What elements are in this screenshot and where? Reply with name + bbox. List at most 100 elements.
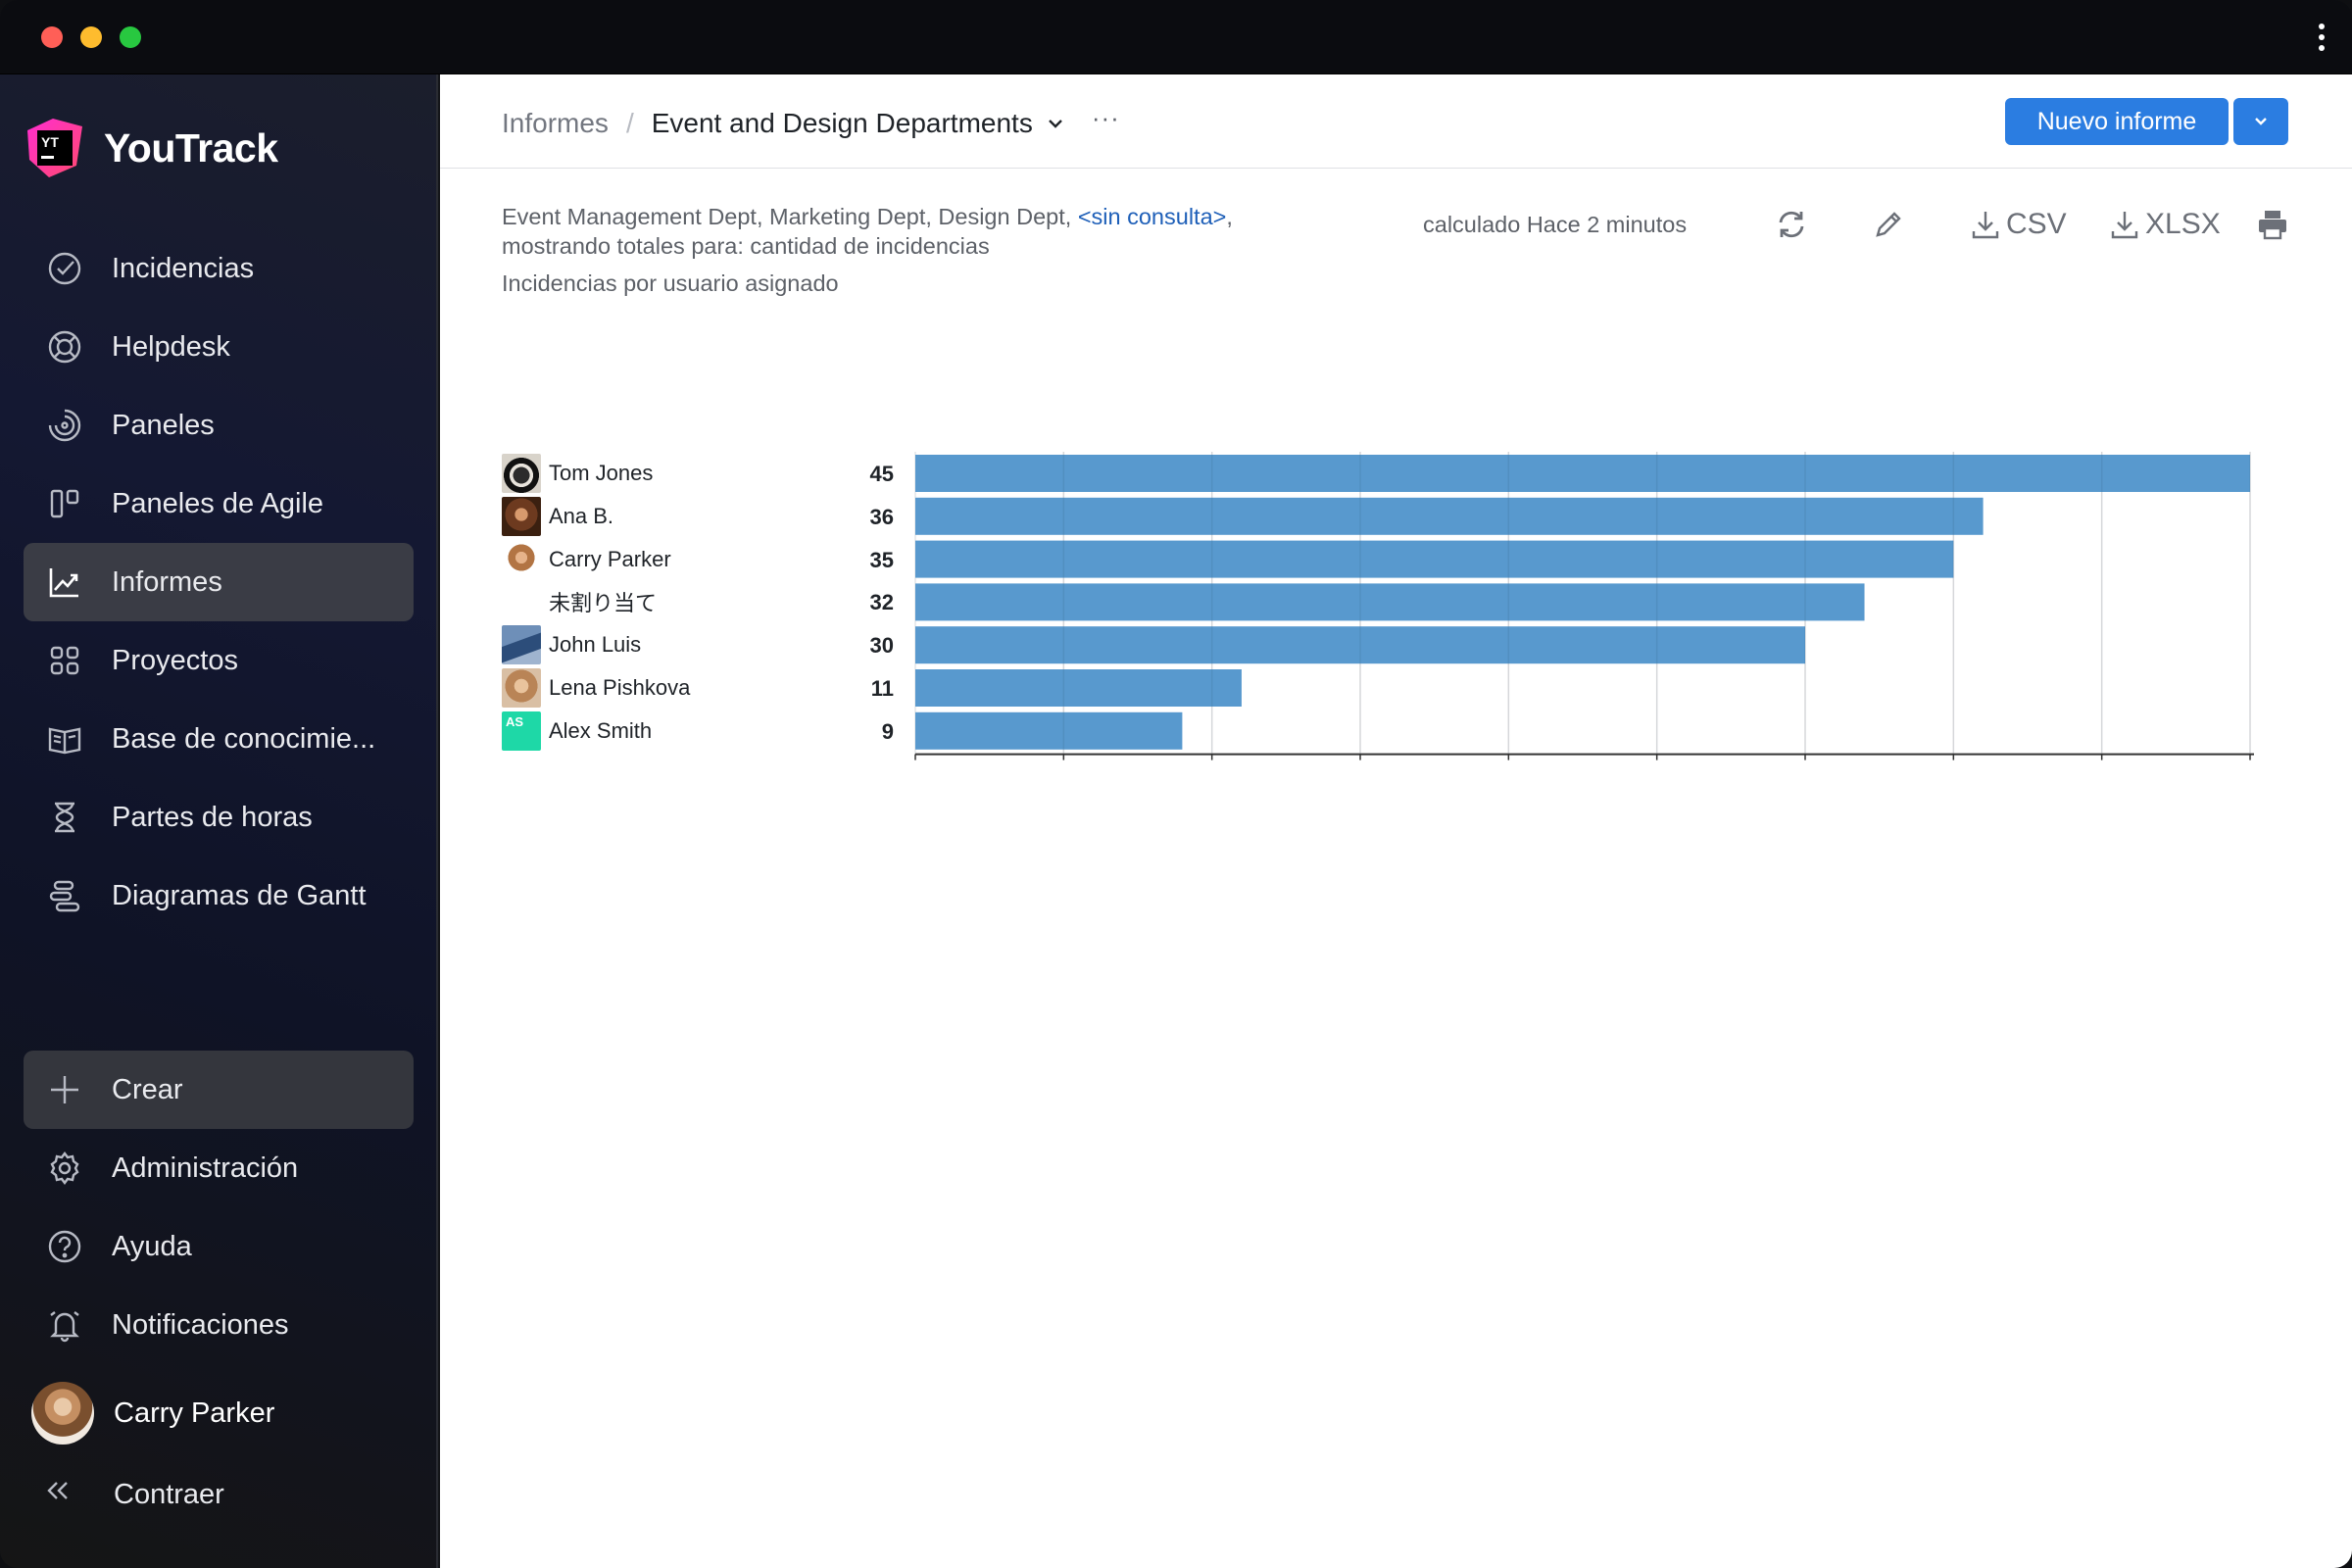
assignee-name: Tom Jones bbox=[549, 461, 654, 485]
bell-icon bbox=[43, 1303, 86, 1347]
plus-icon bbox=[43, 1068, 86, 1111]
nav-item-label: Partes de horas bbox=[112, 801, 313, 833]
pencil-icon bbox=[1876, 212, 1901, 237]
bar-value-label: 36 bbox=[869, 504, 894, 529]
assignee-name: Ana B. bbox=[549, 503, 614, 528]
edit-button[interactable] bbox=[1872, 208, 1905, 241]
logo-badge: YT bbox=[41, 134, 59, 150]
chart-bar[interactable] bbox=[915, 626, 1805, 664]
assignee-label[interactable]: Lena Pishkova bbox=[502, 668, 690, 708]
printer-icon bbox=[2259, 211, 2286, 240]
chart-bar[interactable] bbox=[915, 455, 2250, 492]
maximize-window-button[interactable] bbox=[120, 26, 141, 48]
minimize-window-button[interactable] bbox=[80, 26, 102, 48]
assignee-label[interactable]: 未割り当て bbox=[502, 582, 657, 621]
new-report-dropdown[interactable] bbox=[2233, 98, 2288, 145]
export-csv-button[interactable]: CSV bbox=[1969, 208, 2067, 241]
chart-bar[interactable] bbox=[915, 540, 1954, 578]
assignee-label[interactable]: Carry Parker bbox=[502, 539, 671, 579]
nav-item-partes-horas[interactable]: Partes de horas bbox=[24, 778, 414, 857]
nav-item-label: Informes bbox=[112, 565, 222, 598]
check-circle-icon bbox=[43, 247, 86, 290]
nav-item-label: Ayuda bbox=[112, 1230, 192, 1262]
nav-item-helpdesk[interactable]: Helpdesk bbox=[24, 308, 414, 386]
page-title[interactable]: Event and Design Departments bbox=[651, 108, 1033, 138]
assignee-label[interactable]: Ana B. bbox=[502, 496, 614, 536]
gantt-icon bbox=[43, 874, 86, 917]
nav-item-notificaciones[interactable]: Notificaciones bbox=[24, 1286, 414, 1364]
logo-text: YouTrack bbox=[104, 124, 278, 171]
main-content: Informes / Event and Design Departments … bbox=[440, 74, 2352, 1568]
report-scope: Event Management Dept, Marketing Dept, D… bbox=[502, 204, 1078, 229]
gear-icon bbox=[43, 1147, 86, 1190]
assignee-name: John Luis bbox=[549, 632, 642, 658]
assignee-name: 未割り当て bbox=[549, 591, 658, 616]
help-icon bbox=[43, 1225, 86, 1268]
chevron-down-icon[interactable] bbox=[1045, 113, 1066, 134]
book-icon bbox=[43, 717, 86, 760]
youtrack-logo-icon: YT bbox=[24, 117, 86, 179]
refresh-button[interactable] bbox=[1775, 208, 1808, 241]
avatar bbox=[502, 454, 541, 493]
collapse-sidebar-button[interactable]: Contraer bbox=[43, 1476, 224, 1513]
report-totals: mostrando totales para: cantidad de inci… bbox=[502, 233, 990, 259]
csv-label: CSV bbox=[2006, 208, 2067, 240]
breadcrumb-root[interactable]: Informes bbox=[502, 108, 609, 138]
bar-value-label: 30 bbox=[869, 633, 894, 659]
nav-item-incidencias[interactable]: Incidencias bbox=[24, 229, 414, 308]
bar-value-label: 11 bbox=[870, 676, 894, 701]
grid-icon bbox=[43, 639, 86, 682]
assignee-name: Lena Pishkova bbox=[549, 675, 691, 700]
new-report-button[interactable]: Nuevo informe bbox=[2005, 98, 2229, 145]
chart-bar[interactable] bbox=[915, 583, 1865, 621]
refresh-icon bbox=[1779, 211, 1804, 238]
window-menu-icon[interactable] bbox=[2319, 24, 2327, 51]
more-options-button[interactable]: ··· bbox=[1091, 102, 1120, 132]
bar-chart: 051015202530354045 Tom Jones 45 Ana B. 36 Ca… bbox=[440, 74, 2352, 760]
nav-item-paneles-agile[interactable]: Paneles de Agile bbox=[24, 465, 414, 543]
nav-item-informes[interactable]: Informes bbox=[24, 543, 414, 621]
nav-item-gantt[interactable]: Diagramas de Gantt bbox=[24, 857, 414, 935]
main-nav: Incidencias Helpdesk Paneles Paneles de … bbox=[24, 229, 414, 935]
bar-value-label: 32 bbox=[869, 590, 894, 615]
user-profile[interactable]: Carry Parker bbox=[31, 1382, 274, 1445]
assignee-label[interactable]: AS Alex Smith bbox=[502, 710, 652, 751]
nav-item-base-conocimiento[interactable]: Base de conocimie... bbox=[24, 700, 414, 778]
assignee-label[interactable]: John Luis bbox=[502, 625, 642, 665]
assignee-label[interactable]: Tom Jones bbox=[502, 454, 653, 493]
nav-item-label: Diagramas de Gantt bbox=[112, 879, 367, 911]
nav-item-ayuda[interactable]: Ayuda bbox=[24, 1207, 414, 1286]
chevron-down-icon bbox=[2255, 118, 2267, 125]
calculated-status: calculado Hace 2 minutos bbox=[1423, 212, 1688, 237]
print-button[interactable] bbox=[2256, 208, 2289, 241]
export-xlsx-button[interactable]: XLSX bbox=[2108, 208, 2221, 241]
nav-item-proyectos[interactable]: Proyectos bbox=[24, 621, 414, 700]
nav-item-label: Base de conocimie... bbox=[112, 722, 376, 755]
nav-item-label: Paneles bbox=[112, 409, 215, 441]
download-icon bbox=[1972, 212, 1999, 239]
avatar bbox=[502, 582, 541, 621]
bottom-nav: Crear Administración Ayuda Notificacione… bbox=[24, 1051, 414, 1364]
chart-bar[interactable] bbox=[915, 711, 1183, 750]
avatar bbox=[502, 496, 541, 536]
chart-bar[interactable] bbox=[915, 669, 1242, 707]
page-header: Informes / Event and Design Departments … bbox=[440, 74, 2352, 169]
user-name: Carry Parker bbox=[114, 1396, 275, 1429]
query-link[interactable]: <sin consulta> bbox=[1077, 204, 1227, 229]
agile-board-icon bbox=[43, 482, 86, 525]
double-chevron-left-icon bbox=[43, 1476, 82, 1513]
close-window-button[interactable] bbox=[41, 26, 63, 48]
logo[interactable]: YT YouTrack bbox=[24, 114, 278, 182]
bar-value-label: 35 bbox=[869, 547, 894, 572]
nav-item-administracion[interactable]: Administración bbox=[24, 1129, 414, 1207]
nav-item-label: Helpdesk bbox=[112, 330, 230, 363]
create-button[interactable]: Crear bbox=[24, 1051, 414, 1129]
nav-item-paneles[interactable]: Paneles bbox=[24, 386, 414, 465]
chart-bar[interactable] bbox=[915, 497, 1984, 535]
assignee-name: Carry Parker bbox=[549, 546, 671, 571]
xlsx-label: XLSX bbox=[2145, 208, 2221, 240]
avatar bbox=[502, 668, 541, 708]
report-description: Event Management Dept, Marketing Dept, D… bbox=[502, 202, 1364, 261]
bar-value-label: 9 bbox=[881, 718, 894, 744]
